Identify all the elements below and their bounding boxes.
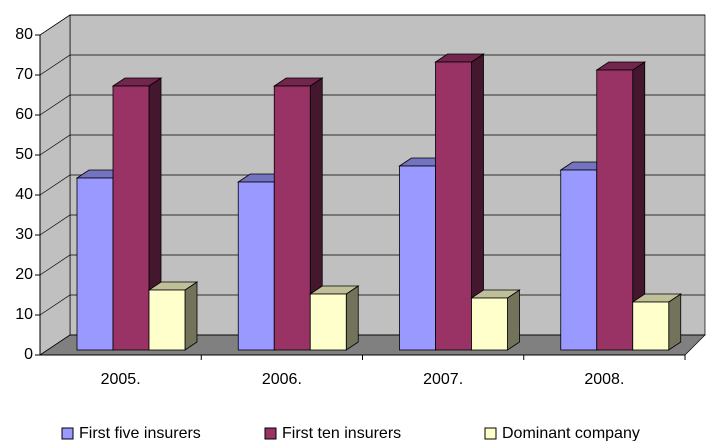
bar [147,281,199,351]
y-tick-label: 0 [24,346,33,363]
bar-front [76,177,114,351]
y-tick-label: 80 [15,26,33,43]
bar-side [668,293,682,351]
y-tick-label: 20 [15,266,33,283]
grid-line [39,174,705,196]
axes: 0 10 20 30 40 50 60 70 80 2005. 2006. 2007. 2008. [15,26,686,388]
bar-front [399,165,436,351]
legend: First five insurers First ten insurers Dom… [61,425,640,442]
bar-front [237,181,275,351]
y-tick-label: 70 [15,66,33,83]
grid-line [39,14,705,36]
y-tick-label: 50 [15,146,33,163]
bar-side [184,281,198,351]
legend-label: Dominant company [502,425,640,441]
bar-front [632,301,670,351]
bar-front [112,85,150,351]
legend-label: First ten insurers [282,425,401,441]
bar-front [596,69,634,351]
bar [631,293,683,351]
x-tick-label: 2007. [423,371,463,388]
bar [434,53,485,351]
bar [595,61,647,351]
y-tick-label: 60 [15,106,33,123]
bar-front [309,293,347,351]
bar [470,289,521,351]
legend-swatch [484,427,497,440]
grid-line [39,214,705,236]
bar-front [148,289,186,351]
bar [398,157,449,351]
grid-line [39,54,705,76]
grid-line [39,254,705,276]
bar-front [471,297,508,351]
y-tick-label: 40 [15,186,33,203]
bar [272,77,324,351]
grid-line [39,94,705,116]
bar [308,285,360,351]
bar-side [507,289,520,351]
y-tick-label: 30 [15,226,33,243]
x-tick-label: 2008. [584,371,624,388]
bar-side [345,285,359,351]
bar-front [435,61,472,351]
grid-line [39,134,705,156]
x-tick-label: 2005. [101,371,141,388]
bar-front [560,169,598,351]
legend-swatch [264,427,277,440]
legend-label: First five insurers [79,425,201,441]
bars [75,53,683,351]
bar-front [273,85,311,351]
x-tick-label: 2006. [262,371,302,388]
y-tick-label: 10 [15,306,33,323]
legend-swatch [61,427,74,440]
